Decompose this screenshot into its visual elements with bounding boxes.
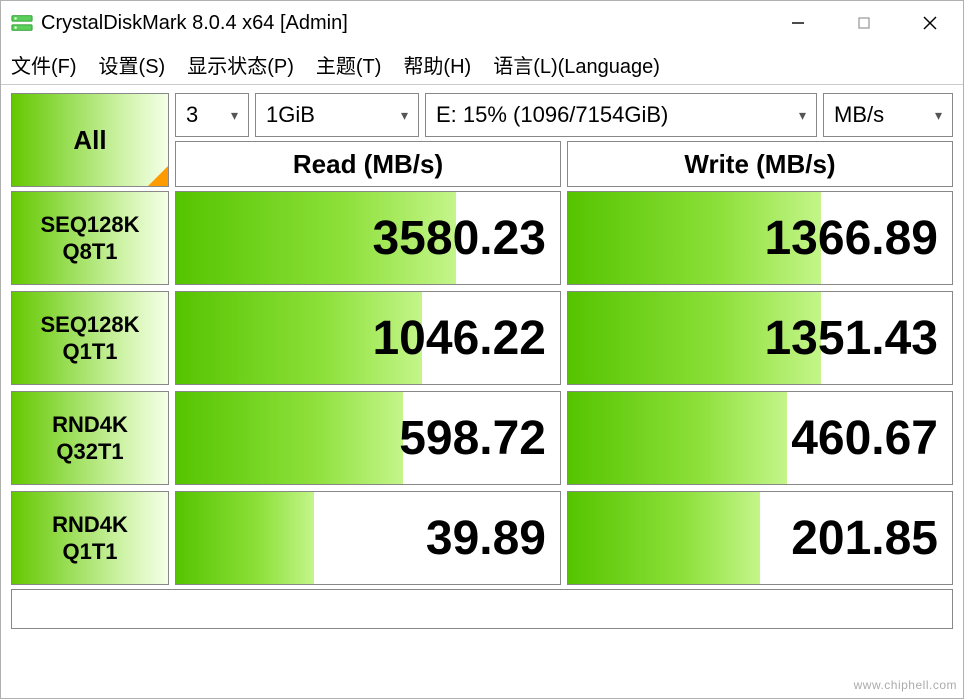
test-label-line2: Q8T1 [62,238,117,266]
top-right-column: 3 ▾ 1GiB ▾ E: 15% (1096/7154GiB) ▾ MB/s … [175,93,953,187]
run-all-button[interactable]: All [11,93,169,187]
read-result: 3580.23 [175,191,561,285]
test-size-select[interactable]: 1GiB ▾ [255,93,419,137]
menu-file[interactable]: 文件(F) [11,50,77,79]
test-label-line1: RND4K [52,511,128,539]
title-bar: CrystalDiskMark 8.0.4 x64 [Admin] [1,1,963,45]
test-row: SEQ128KQ8T1 3580.23 1366.89 [11,191,953,285]
drive-value: E: 15% (1096/7154GiB) [436,102,668,128]
run-all-label: All [73,125,106,156]
write-result: 201.85 [567,491,953,585]
read-value: 39.89 [426,511,546,566]
test-button[interactable]: SEQ128KQ8T1 [11,191,169,285]
unit-select[interactable]: MB/s ▾ [823,93,953,137]
runs-value: 3 [186,102,198,128]
runs-select[interactable]: 3 ▾ [175,93,249,137]
write-value: 1351.43 [764,311,938,366]
test-button[interactable]: SEQ128KQ1T1 [11,291,169,385]
menu-language[interactable]: 语言(L)(Language) [493,50,660,79]
test-label-line1: SEQ128K [40,211,139,239]
controls-row: 3 ▾ 1GiB ▾ E: 15% (1096/7154GiB) ▾ MB/s … [175,93,953,137]
read-bar [176,392,403,484]
test-label-line2: Q32T1 [56,438,123,466]
chevron-down-icon: ▾ [935,107,942,124]
test-button[interactable]: RND4KQ1T1 [11,491,169,585]
test-label-line1: RND4K [52,411,128,439]
tests-container: SEQ128KQ8T13580.231366.89SEQ128KQ1T11046… [11,191,953,585]
write-column-header: Write (MB/s) [567,141,953,187]
window-controls [765,1,963,45]
write-value: 460.67 [791,411,938,466]
write-bar [568,392,787,484]
read-result: 598.72 [175,391,561,485]
write-result: 460.67 [567,391,953,485]
write-result: 1351.43 [567,291,953,385]
close-button[interactable] [897,1,963,45]
read-value: 1046.22 [372,311,546,366]
app-icon [11,12,33,34]
content-area: All 3 ▾ 1GiB ▾ E: 15% (1096/7154GiB) ▾ [1,85,963,698]
test-label-line2: Q1T1 [62,338,117,366]
read-column-header: Read (MB/s) [175,141,561,187]
test-label-line1: SEQ128K [40,311,139,339]
write-value: 201.85 [791,511,938,566]
read-result: 1046.22 [175,291,561,385]
minimize-button[interactable] [765,1,831,45]
app-window: CrystalDiskMark 8.0.4 x64 [Admin] 文件(F) … [0,0,964,699]
watermark-text: www.chiphell.com [854,678,957,692]
menu-theme[interactable]: 主题(T) [316,50,382,79]
drive-select[interactable]: E: 15% (1096/7154GiB) ▾ [425,93,817,137]
unit-value: MB/s [834,102,884,128]
menu-help[interactable]: 帮助(H) [403,50,471,79]
chevron-down-icon: ▾ [401,107,408,124]
write-bar [568,492,760,584]
menu-bar: 文件(F) 设置(S) 显示状态(P) 主题(T) 帮助(H) 语言(L)(La… [1,45,963,85]
test-row: RND4KQ1T1 39.89 201.85 [11,491,953,585]
test-label-line2: Q1T1 [62,538,117,566]
read-value: 3580.23 [372,211,546,266]
test-row: SEQ128KQ1T1 1046.22 1351.43 [11,291,953,385]
maximize-button[interactable] [831,1,897,45]
menu-settings[interactable]: 设置(S) [99,50,166,79]
status-bar [11,589,953,629]
top-block: All 3 ▾ 1GiB ▾ E: 15% (1096/7154GiB) ▾ [11,93,953,187]
column-headers-row: Read (MB/s) Write (MB/s) [175,141,953,187]
window-title: CrystalDiskMark 8.0.4 x64 [Admin] [41,12,765,35]
test-button[interactable]: RND4KQ32T1 [11,391,169,485]
write-result: 1366.89 [567,191,953,285]
read-result: 39.89 [175,491,561,585]
read-bar [176,492,314,584]
chevron-down-icon: ▾ [231,107,238,124]
read-value: 598.72 [399,411,546,466]
menu-display[interactable]: 显示状态(P) [187,50,294,79]
test-size-value: 1GiB [266,102,315,128]
write-value: 1366.89 [764,211,938,266]
chevron-down-icon: ▾ [799,107,806,124]
test-row: RND4KQ32T1 598.72 460.67 [11,391,953,485]
